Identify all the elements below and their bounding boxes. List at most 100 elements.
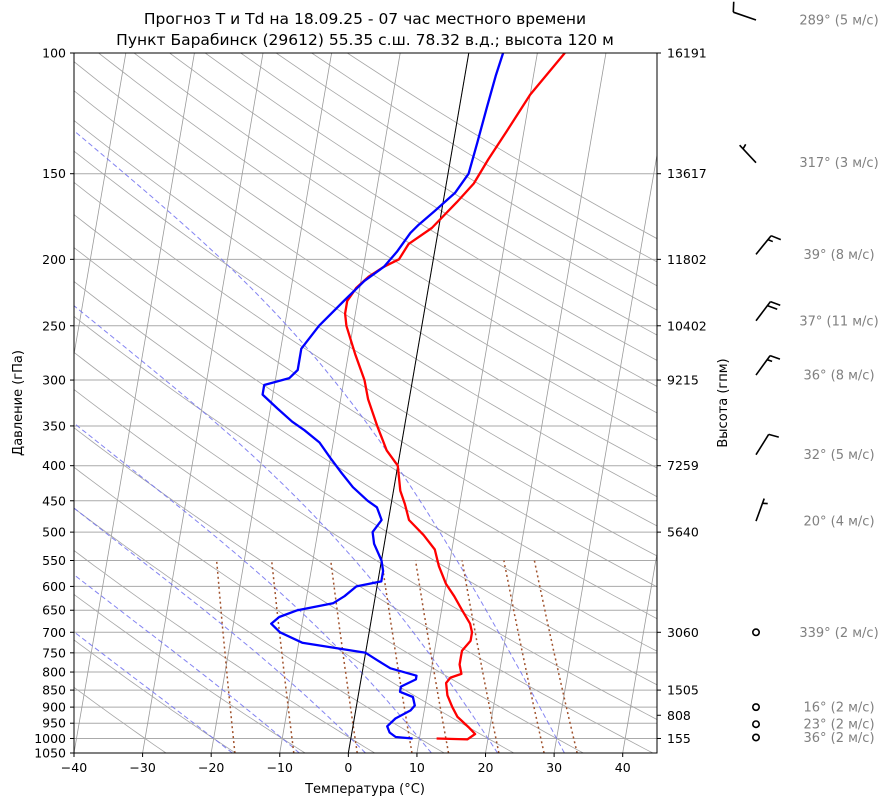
y-tick-label: 950 <box>42 716 66 731</box>
height-tick-label: 13617 <box>667 166 707 181</box>
moist-adiabat <box>74 507 366 753</box>
x-tick-label: −10 <box>267 760 293 775</box>
dry-adiabat <box>74 150 657 527</box>
moist-adiabat <box>74 574 300 753</box>
barb-half <box>742 143 747 150</box>
wind-label: 39° (8 м/с) <box>803 248 874 263</box>
wind-label: 32° (5 м/с) <box>803 448 874 463</box>
calm-wind-circle <box>751 703 760 712</box>
wind-label: 317° (3 м/с) <box>799 156 878 171</box>
y-tick-label: 150 <box>42 166 66 181</box>
height-tick-label: 5640 <box>667 525 699 540</box>
y-tick-label: 300 <box>42 373 66 388</box>
y-tick-label: 600 <box>42 579 66 594</box>
y-tick-label: 400 <box>42 458 66 473</box>
y-axis-label: Давление (гПа) <box>11 350 26 456</box>
height-tick-label: 3060 <box>667 625 699 640</box>
x-tick-label: 10 <box>409 760 425 775</box>
mixing-ratio-line <box>533 560 578 753</box>
dry-adiabat <box>74 550 375 753</box>
y-tick-label: 450 <box>42 493 66 508</box>
isotherm <box>416 53 538 753</box>
mixing-ratio-line <box>270 560 295 753</box>
isotherm <box>622 551 657 753</box>
dry-adiabat <box>169 53 657 361</box>
dry-adiabat <box>74 686 167 753</box>
mixing-ratio-line <box>215 560 236 753</box>
wind-label: 37° (11 м/с) <box>799 314 878 329</box>
dry-adiabat <box>74 280 657 652</box>
height-tick-label: 9215 <box>667 373 699 388</box>
y-tick-label: 650 <box>42 603 66 618</box>
dewpoint-line <box>261 53 505 740</box>
wind-label: 23° (2 м/с) <box>803 718 874 733</box>
barb-full <box>769 354 781 360</box>
y-axis-ticks: 100 150 200 250 300 350 400 450 500 550 600 650 700 7… <box>34 46 74 761</box>
isotherm <box>553 152 657 753</box>
height-axis-ticks: 155 808 1505 3060 5640 7259 9215 10402 11802 1361… <box>657 46 707 746</box>
mixing-ratio-line <box>414 560 450 753</box>
wind-label: 339° (2 м/с) <box>799 626 878 641</box>
moist-adiabat <box>74 130 565 753</box>
moist-adiabat <box>74 305 499 753</box>
dry-adiabat <box>74 593 306 753</box>
height-axis-label: Высота (гпм) <box>716 358 731 447</box>
dry-adiabat <box>74 639 236 753</box>
dry-adiabat <box>74 427 584 753</box>
background-lines <box>74 53 657 753</box>
height-tick-label: 155 <box>667 731 691 746</box>
wind-label: 289° (5 м/с) <box>799 14 878 29</box>
x-axis-ticks: −40 −30 −20 −10 0 10 20 30 40 <box>61 753 631 775</box>
mixing-ratio-line <box>330 560 358 753</box>
isotherm <box>142 53 264 753</box>
y-tick-label: 200 <box>42 252 66 267</box>
isotherm <box>74 53 195 753</box>
y-tick-label: 500 <box>42 525 66 540</box>
moist-adiabat <box>74 422 432 753</box>
x-axis-label: Температура (°C) <box>304 782 425 797</box>
calm-wind-circle <box>751 733 760 742</box>
dry-adiabat <box>74 507 445 753</box>
wind-barbs: 36° (2 м/с)23° (2 м/с) 16° (2 м/с) 339° (2… <box>732 1 879 746</box>
x-tick-label: −40 <box>61 760 87 775</box>
dry-adiabat <box>74 214 657 588</box>
zero-isotherm <box>347 53 470 753</box>
wind-label: 16° (2 м/с) <box>803 701 874 716</box>
height-tick-label: 16191 <box>667 46 707 61</box>
y-tick-label: 250 <box>42 318 66 333</box>
profile-lines <box>261 53 566 741</box>
x-tick-label: 30 <box>546 760 562 775</box>
height-tick-label: 7259 <box>667 458 699 473</box>
mixing-ratio-line <box>380 560 413 753</box>
y-tick-label: 900 <box>42 700 66 715</box>
barb-staff <box>755 498 765 522</box>
barb-staff <box>755 235 772 255</box>
dry-adiabat <box>74 120 657 498</box>
barb-full <box>767 304 778 310</box>
wind-label: 36° (8 м/с) <box>803 369 874 384</box>
calm-wind-circle <box>751 720 760 729</box>
isotherm <box>74 53 127 357</box>
wind-label: 36° (2 м/с) <box>803 731 874 746</box>
mixing-ratio-line <box>503 560 545 753</box>
height-tick-label: 11802 <box>667 252 707 267</box>
y-tick-label: 550 <box>42 553 66 568</box>
barb-full <box>770 234 782 241</box>
dry-adiabat <box>74 61 657 441</box>
wind-label: 20° (4 м/с) <box>803 515 874 530</box>
x-tick-label: 20 <box>478 760 494 775</box>
barb-staff <box>755 433 770 456</box>
dry-adiabat <box>133 53 657 387</box>
y-tick-label: 1050 <box>34 746 66 761</box>
calm-wind-circle <box>751 628 760 637</box>
dry-adiabat <box>204 53 657 336</box>
dry-adiabat <box>98 53 657 414</box>
dry-adiabat <box>74 315 657 686</box>
barb-full <box>770 300 781 306</box>
y-tick-label: 750 <box>42 645 66 660</box>
x-tick-label: −20 <box>198 760 224 775</box>
x-tick-label: 40 <box>615 760 631 775</box>
dry-adiabat <box>74 388 654 753</box>
barb-full <box>768 433 779 438</box>
